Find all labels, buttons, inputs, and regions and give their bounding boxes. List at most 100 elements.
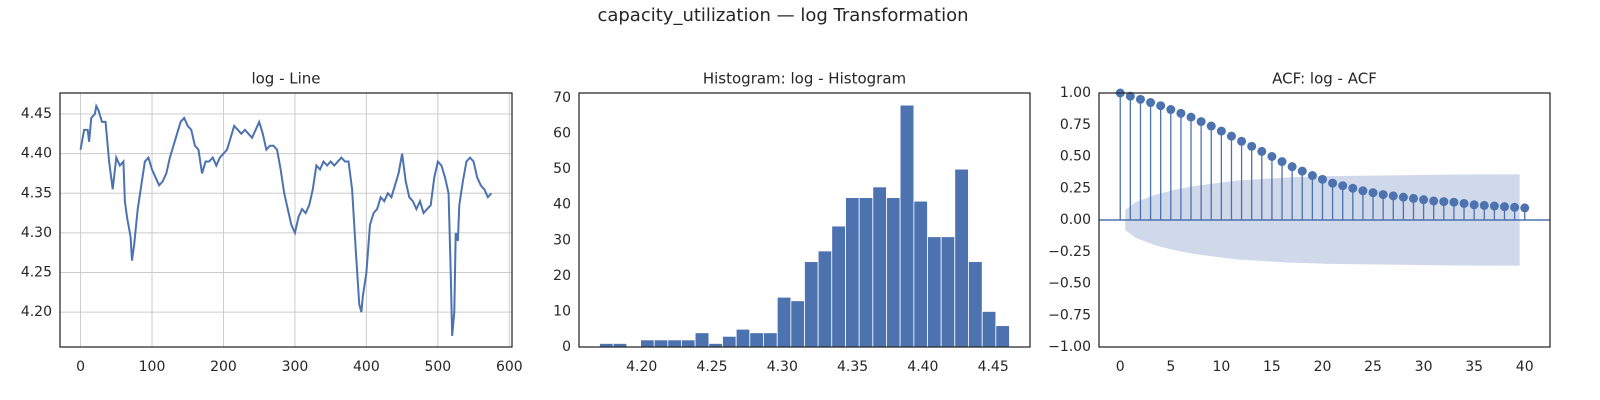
x-tick-label: 4.20 bbox=[626, 359, 657, 375]
stem-marker bbox=[1459, 198, 1469, 208]
histogram-bar bbox=[845, 197, 860, 348]
stem-marker bbox=[1125, 91, 1135, 101]
y-tick-label: 70 bbox=[553, 90, 571, 106]
stem-marker bbox=[1510, 202, 1520, 212]
y-tick-label: 60 bbox=[553, 126, 571, 142]
x-tick-label: 4.25 bbox=[696, 359, 727, 375]
x-tick-label: 200 bbox=[210, 359, 237, 375]
x-tick-label: 0 bbox=[1116, 359, 1125, 375]
histogram-bar bbox=[981, 311, 997, 348]
stem-marker bbox=[1419, 195, 1429, 205]
y-tick-label: 4.30 bbox=[21, 225, 52, 241]
stem-marker bbox=[1368, 188, 1378, 198]
stem-marker bbox=[1247, 141, 1257, 151]
subplot-title: log - Line bbox=[251, 70, 320, 88]
histogram-bar bbox=[872, 186, 887, 348]
histogram-bar bbox=[968, 261, 983, 348]
axes-frame bbox=[1098, 92, 1551, 348]
x-tick-label: 100 bbox=[139, 359, 166, 375]
y-tick-label: 4.45 bbox=[21, 106, 52, 122]
stem-marker bbox=[1408, 193, 1418, 203]
x-tick-label: 30 bbox=[1415, 359, 1433, 375]
subplot-title: ACF: log - ACF bbox=[1272, 70, 1377, 88]
stem-marker bbox=[1307, 171, 1317, 181]
x-tick-label: 400 bbox=[353, 359, 380, 375]
stem-marker bbox=[1196, 117, 1206, 127]
stem-marker bbox=[1449, 197, 1459, 207]
stem-marker bbox=[1388, 191, 1398, 201]
x-tick-label: 500 bbox=[424, 359, 451, 375]
x-tick-label: 25 bbox=[1364, 359, 1382, 375]
y-tick-label: −1.00 bbox=[1048, 339, 1091, 355]
stem-marker bbox=[1287, 162, 1297, 172]
stem-marker bbox=[1176, 108, 1186, 118]
y-tick-label: 0.50 bbox=[1060, 149, 1091, 165]
y-tick-label: 30 bbox=[553, 232, 571, 248]
stem-marker bbox=[1206, 121, 1216, 131]
y-tick-label: 0.75 bbox=[1060, 117, 1091, 133]
stem-marker bbox=[1226, 131, 1236, 141]
y-tick-label: 40 bbox=[553, 197, 571, 213]
stem-marker bbox=[1398, 192, 1408, 202]
histogram-bar bbox=[667, 339, 682, 348]
stem-marker bbox=[1520, 203, 1530, 213]
data-line bbox=[79, 103, 493, 336]
stem-marker bbox=[1317, 174, 1327, 184]
stem-marker bbox=[1156, 101, 1166, 111]
y-tick-label: 10 bbox=[553, 303, 571, 319]
histogram-bar bbox=[681, 339, 696, 348]
y-tick-label: 4.40 bbox=[21, 146, 52, 162]
y-tick-label: 20 bbox=[553, 268, 571, 284]
y-tick-label: 4.35 bbox=[21, 185, 52, 201]
x-tick-label: 4.40 bbox=[907, 359, 938, 375]
x-tick-label: 4.30 bbox=[767, 359, 798, 375]
stem-marker bbox=[1257, 146, 1267, 156]
y-tick-label: 1.00 bbox=[1060, 85, 1091, 101]
y-tick-label: −0.75 bbox=[1048, 307, 1091, 323]
x-tick-label: 600 bbox=[496, 359, 523, 375]
histogram-bar bbox=[817, 250, 833, 348]
histogram-bar bbox=[858, 197, 874, 348]
histogram-bar bbox=[640, 339, 655, 348]
x-tick-label: 35 bbox=[1465, 359, 1483, 375]
stem-marker bbox=[1358, 186, 1368, 196]
x-tick-label: 300 bbox=[282, 359, 309, 375]
y-tick-label: 0.25 bbox=[1060, 180, 1091, 196]
histogram-bar bbox=[927, 236, 942, 348]
stem-marker bbox=[1469, 200, 1479, 210]
stem-marker bbox=[1499, 202, 1509, 212]
stem-marker bbox=[1186, 112, 1196, 122]
x-tick-label: 5 bbox=[1166, 359, 1175, 375]
histogram-bar bbox=[653, 339, 669, 348]
stem-marker bbox=[1479, 200, 1489, 210]
stem-marker bbox=[1489, 201, 1499, 211]
histogram-bar bbox=[763, 332, 778, 348]
x-tick-label: 0 bbox=[76, 359, 85, 375]
histogram-bar bbox=[694, 332, 710, 348]
stem-marker bbox=[1216, 126, 1226, 136]
stem-marker bbox=[1338, 181, 1348, 191]
stem-marker bbox=[1439, 197, 1449, 207]
histogram-bar bbox=[913, 200, 928, 348]
histogram-bar bbox=[749, 332, 764, 348]
axes-frame bbox=[578, 92, 1031, 348]
y-tick-label: −0.25 bbox=[1048, 244, 1091, 260]
stem-marker bbox=[1237, 136, 1247, 146]
axes-frame bbox=[59, 92, 513, 348]
y-tick-label: −0.50 bbox=[1048, 276, 1091, 292]
x-tick-label: 4.35 bbox=[837, 359, 868, 375]
histogram-bar bbox=[804, 261, 819, 348]
x-tick-label: 10 bbox=[1212, 359, 1230, 375]
histogram-bar bbox=[790, 300, 805, 348]
histogram-bar bbox=[735, 328, 751, 348]
stem-marker bbox=[1378, 190, 1388, 200]
histogram-bar bbox=[831, 225, 846, 348]
stem-marker bbox=[1429, 196, 1439, 206]
histogram-bar bbox=[722, 335, 737, 348]
stem-marker bbox=[1348, 183, 1358, 193]
y-tick-label: 4.25 bbox=[21, 265, 52, 281]
y-tick-label: 0 bbox=[562, 339, 571, 355]
stem-marker bbox=[1328, 178, 1338, 188]
subplot-title: Histogram: log - Histogram bbox=[703, 70, 906, 88]
